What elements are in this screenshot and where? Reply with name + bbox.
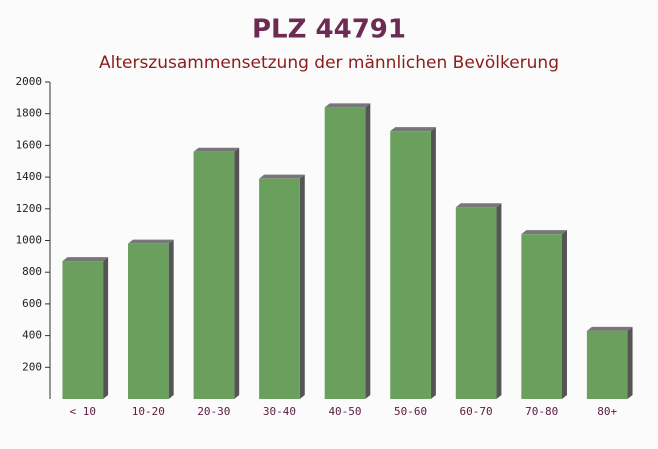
y-tick-label: 1000 — [16, 234, 43, 247]
bar — [259, 178, 300, 399]
bar-top — [128, 239, 174, 244]
bar-side — [365, 103, 371, 400]
x-tick-label: 70-80 — [525, 405, 558, 418]
y-tick-label: 1400 — [16, 170, 43, 183]
bar — [390, 131, 431, 399]
x-tick-label: < 10 — [70, 405, 97, 418]
bar-top — [324, 103, 371, 108]
bar — [62, 261, 104, 399]
bar-side — [299, 174, 305, 399]
bar-top — [586, 326, 633, 331]
bar — [586, 330, 628, 399]
x-tick-label: 80+ — [597, 405, 617, 418]
y-tick-label: 800 — [22, 265, 42, 278]
bar — [521, 234, 562, 399]
y-tick-label: 200 — [22, 360, 42, 373]
y-tick-label: 2000 — [16, 75, 43, 88]
bar — [324, 107, 366, 400]
bar-top — [455, 203, 502, 208]
bar-side — [168, 239, 174, 399]
bar-top — [521, 230, 567, 235]
x-tick-label: 50-60 — [394, 405, 427, 418]
bar — [128, 243, 169, 399]
y-tick-label: 1800 — [16, 107, 43, 120]
bar-top — [193, 147, 240, 152]
bar-side — [561, 230, 567, 399]
chart-subtitle: Alterszusammensetzung der männlichen Bev… — [99, 53, 559, 73]
x-tick-label: 30-40 — [263, 405, 296, 418]
bar-side — [103, 257, 109, 399]
bar-side — [234, 147, 240, 399]
bar-top — [390, 127, 436, 132]
x-tick-label: 40-50 — [328, 405, 361, 418]
y-tick-label: 1600 — [16, 138, 43, 151]
bar-top — [62, 257, 109, 262]
bar-side — [627, 326, 633, 399]
x-tick-label: 60-70 — [460, 405, 493, 418]
bar — [193, 151, 235, 399]
x-tick-label: 20-30 — [197, 405, 230, 418]
x-tick-label: 10-20 — [132, 405, 165, 418]
bar-side — [430, 127, 436, 399]
bar — [455, 207, 497, 399]
y-tick-label: 1200 — [16, 202, 43, 215]
chart-title: PLZ 44791 — [252, 15, 406, 45]
y-tick-label: 600 — [22, 297, 42, 310]
bar-top — [259, 174, 305, 179]
bar-side — [496, 203, 502, 399]
y-tick-label: 400 — [22, 329, 42, 342]
